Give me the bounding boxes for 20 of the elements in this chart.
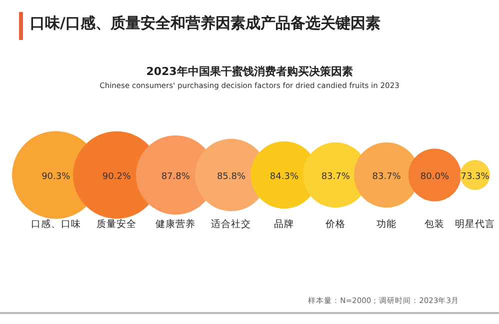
category-label: 功能 (376, 218, 397, 230)
data-label: 87.8% (161, 172, 190, 182)
text: 2023年中国果干蜜饯消费者购买决策因素 (145, 64, 354, 79)
data-label: 80.0% (420, 172, 450, 182)
category-label: 质量安全 (96, 218, 137, 230)
category-label: 明星代言 (455, 218, 496, 230)
data-label: 90.3% (42, 172, 71, 182)
data-label: 83.7% (321, 172, 350, 182)
category-label: 适合社交 (211, 218, 252, 230)
category-label: 品牌 (274, 218, 294, 230)
data-label: 84.3% (270, 172, 299, 182)
data-label: 90.2% (102, 172, 132, 182)
data-label: 83.7% (372, 172, 402, 182)
data-label: 73.3% (460, 172, 490, 182)
text: 口味/口感、质量安全和营养因素成产品备选关键因素 (30, 14, 380, 33)
category-label: 价格 (324, 218, 346, 230)
data-label: 85.8% (216, 172, 246, 182)
category-label: 包装 (424, 218, 445, 230)
category-label: 口感、口味 (30, 218, 81, 230)
category-label: 健康营养 (156, 218, 196, 230)
